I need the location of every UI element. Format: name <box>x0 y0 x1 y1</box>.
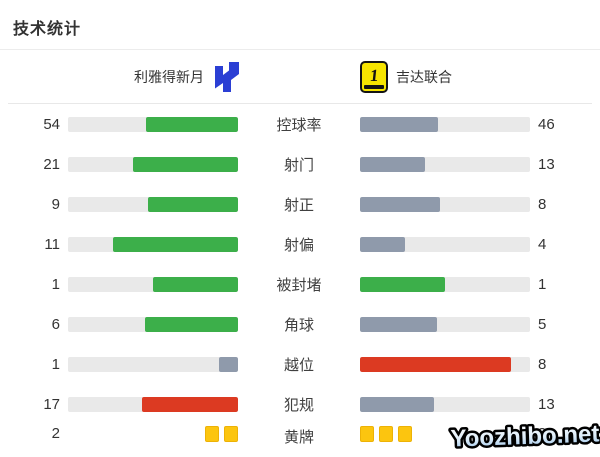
away-stat-bar-fill <box>360 116 439 132</box>
yellow-card-icon <box>379 426 393 442</box>
away-team-header: 1 吉达联合 <box>300 60 600 93</box>
yellow-card-icon <box>398 426 412 442</box>
al-ittihad-crest-icon: 1 <box>360 60 388 93</box>
stat-label: 黄牌 <box>283 429 314 446</box>
divider-top <box>0 49 600 50</box>
away-value: 13 <box>538 155 555 173</box>
home-value: 17 <box>43 395 60 413</box>
away-stat-bar <box>360 316 530 332</box>
home-stat-bar-fill <box>113 236 238 252</box>
stat-row: 11 射偏 4 <box>0 224 600 264</box>
home-stat-bar <box>68 396 238 412</box>
stat-row: 17 犯规 13 <box>0 384 600 424</box>
away-stat-bar-fill <box>360 396 434 412</box>
home-stat-bar-fill <box>153 276 238 292</box>
home-value: 1 <box>51 275 60 293</box>
watermark: Yoozhibo.net <box>448 418 600 454</box>
home-value: 2 <box>51 425 60 442</box>
away-value: 5 <box>538 315 547 333</box>
stat-row: 9 射正 8 <box>0 184 600 224</box>
away-stat-bar <box>360 236 530 252</box>
away-team-name: 吉达联合 <box>396 68 452 85</box>
away-stat-bar <box>360 276 530 292</box>
stat-row: 6 角球 5 <box>0 304 600 344</box>
home-value: 1 <box>51 355 60 373</box>
away-stat-bar <box>360 156 530 172</box>
home-yellow-cards <box>68 426 238 442</box>
away-value: 3 <box>538 425 547 442</box>
away-value: 1 <box>538 275 547 293</box>
stat-label: 角球 <box>283 316 314 334</box>
away-stat-bar <box>360 116 530 132</box>
stat-label: 越位 <box>283 356 314 374</box>
home-stat-bar-fill <box>148 196 238 212</box>
home-stat-bar-fill <box>141 396 238 412</box>
stat-row: 1 被封堵 1 <box>0 264 600 304</box>
crest-number: 1 <box>368 65 380 85</box>
away-stat-bar-fill <box>360 196 441 212</box>
stat-label: 射偏 <box>283 236 314 254</box>
home-team-name: 利雅得新月 <box>134 68 204 85</box>
stat-row: 21 射门 13 <box>0 144 600 184</box>
page-title: 技术统计 <box>13 21 82 38</box>
stat-label: 控球率 <box>276 116 322 134</box>
away-stat-bar <box>360 196 530 212</box>
stat-row: 1 越位 8 <box>0 344 600 384</box>
away-stat-bar-fill <box>360 276 445 292</box>
home-stat-bar-fill <box>132 156 238 172</box>
home-value: 6 <box>51 315 60 333</box>
home-stat-bar <box>68 316 238 332</box>
stat-row: 54 控球率 46 <box>0 104 600 144</box>
away-value: 4 <box>538 235 547 253</box>
yellow-card-icon <box>224 426 238 442</box>
away-stat-bar <box>360 396 530 412</box>
divider-header <box>8 103 592 104</box>
crest-banner <box>364 84 384 89</box>
home-stat-bar <box>68 276 238 292</box>
yellow-card-icon <box>360 426 374 442</box>
away-value: 46 <box>538 115 555 133</box>
stat-label: 犯规 <box>283 396 314 414</box>
away-value: 8 <box>538 195 547 213</box>
home-value: 54 <box>43 115 60 133</box>
home-stat-bar-fill <box>146 116 238 132</box>
home-value: 9 <box>51 195 60 213</box>
home-value: 11 <box>44 235 60 253</box>
stat-label: 射门 <box>283 156 314 174</box>
stat-row: 2 黄牌 3 <box>0 424 600 457</box>
away-yellow-cards <box>360 426 530 442</box>
home-stat-bar <box>68 236 238 252</box>
stats-rows: 54 控球率 46 21 射门 13 9 射正 8 11 射偏 4 1 被封堵 1 6 角球 5 1 越位 8 17 犯规 1… <box>0 104 600 457</box>
away-stat-bar-fill <box>360 316 438 332</box>
watermark-text: Yoozhibo.net <box>450 420 600 452</box>
away-stat-bar-fill <box>360 236 406 252</box>
stat-label: 被封堵 <box>276 276 322 294</box>
home-value: 21 <box>43 155 60 173</box>
yellow-card-icon <box>205 426 219 442</box>
home-stat-bar-fill <box>219 356 238 372</box>
away-value: 8 <box>538 355 547 373</box>
away-stat-bar-fill <box>360 156 425 172</box>
home-stat-bar <box>68 156 238 172</box>
away-value: 13 <box>538 395 555 413</box>
home-team-header: 利雅得新月 <box>0 61 300 93</box>
home-stat-bar <box>68 196 238 212</box>
away-stat-bar <box>360 356 530 372</box>
al-hilal-crest-icon <box>215 61 239 92</box>
away-stat-bar-fill <box>360 356 512 372</box>
home-stat-bar <box>68 116 238 132</box>
teams-header: 利雅得新月 1 吉达联合 <box>0 50 600 103</box>
home-stat-bar-fill <box>145 316 238 332</box>
title-bar: 技术统计 <box>0 0 600 49</box>
stat-label: 射正 <box>283 196 314 214</box>
home-stat-bar <box>68 356 238 372</box>
